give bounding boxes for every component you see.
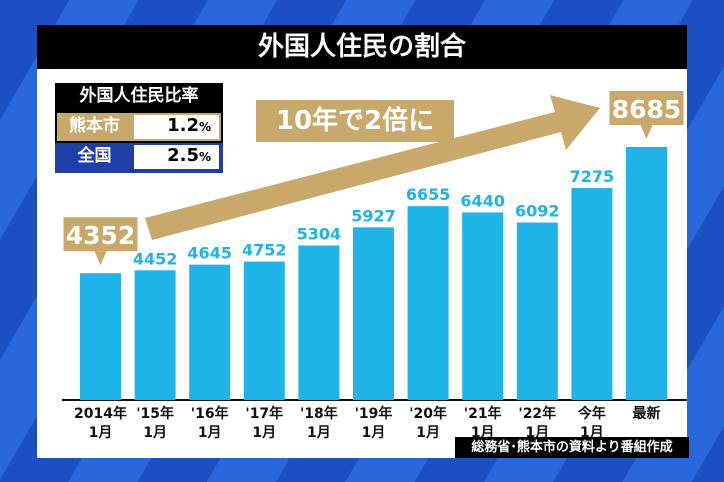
data-label: 6655	[406, 185, 451, 204]
x-tick-label: '19年	[355, 405, 393, 422]
x-tick-label: '17年	[245, 405, 283, 422]
data-label: 6092	[515, 202, 560, 221]
bar	[298, 245, 340, 400]
ratio-legend: 外国人住民比率 熊本市 1.2% 全国 2.5%	[55, 83, 223, 173]
x-tick-label: 1月	[252, 425, 276, 441]
bar	[243, 261, 285, 400]
x-tick-label: '22年	[518, 405, 556, 422]
bar	[462, 212, 504, 400]
data-label: 5927	[351, 206, 396, 225]
bar	[571, 188, 613, 400]
data-label: 4452	[133, 249, 178, 268]
x-tick-label: 1月	[416, 425, 440, 441]
x-tick-label: '20年	[409, 405, 447, 422]
legend-row-kumamoto: 熊本市 1.2%	[55, 113, 223, 143]
x-tick-label: 1月	[143, 425, 167, 441]
data-label: 7275	[570, 167, 615, 186]
bar	[353, 227, 394, 400]
x-tick-label: 最新	[633, 405, 661, 422]
data-label: 5304	[297, 224, 342, 243]
source-note: 総務省･熊本市の資料より番組作成	[455, 437, 689, 458]
value-callout	[63, 217, 138, 252]
data-label: 4645	[187, 244, 232, 263]
bar	[80, 273, 121, 400]
x-tick-label: 1月	[89, 425, 113, 441]
x-tick-label: '18年	[300, 405, 338, 422]
annotation-label: 10年で2倍に	[256, 100, 454, 142]
bar	[626, 147, 667, 400]
chart-title: 外国人住民の割合	[37, 25, 687, 69]
x-tick-label: 2014年	[74, 405, 127, 422]
x-tick-label: 1月	[307, 425, 331, 441]
legend-name: 全国	[77, 146, 112, 166]
x-tick-label: 今年	[577, 405, 606, 422]
data-label: 8685	[612, 95, 682, 124]
bar	[189, 264, 231, 400]
callout-pointer	[94, 251, 107, 266]
legend-name: 熊本市	[69, 116, 120, 136]
data-label: 4752	[242, 241, 287, 260]
bar	[407, 206, 449, 400]
bar	[516, 222, 558, 400]
x-tick-label: '15年	[136, 405, 174, 422]
legend-header: 外国人住民比率	[55, 83, 223, 113]
data-label: 4352	[66, 221, 136, 250]
legend-row-national: 全国 2.5%	[55, 143, 223, 173]
x-tick-label: '16年	[191, 405, 229, 422]
legend-value: 1.2%	[134, 115, 219, 139]
x-tick-label: 1月	[362, 425, 386, 441]
trend-arrow	[145, 95, 600, 240]
callout-pointer	[640, 125, 653, 139]
legend-value: 2.5%	[134, 145, 219, 169]
x-tick-label: 1月	[198, 425, 222, 441]
bar	[134, 270, 176, 400]
x-tick-label: '21年	[464, 405, 502, 422]
value-callout	[609, 91, 684, 125]
data-label: 6440	[460, 191, 505, 210]
